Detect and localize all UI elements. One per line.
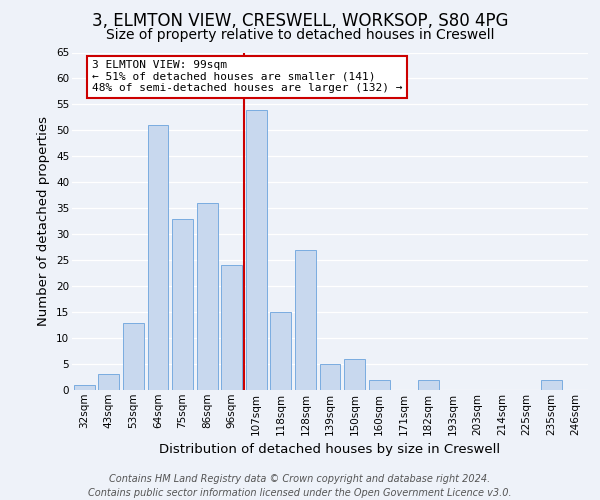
Bar bbox=[271, 312, 292, 390]
X-axis label: Distribution of detached houses by size in Creswell: Distribution of detached houses by size … bbox=[160, 443, 500, 456]
Bar bbox=[221, 266, 242, 390]
Bar bbox=[295, 250, 316, 390]
Bar bbox=[172, 218, 193, 390]
Bar bbox=[418, 380, 439, 390]
Text: Contains HM Land Registry data © Crown copyright and database right 2024.
Contai: Contains HM Land Registry data © Crown c… bbox=[88, 474, 512, 498]
Bar bbox=[123, 322, 144, 390]
Bar bbox=[541, 380, 562, 390]
Bar bbox=[148, 125, 169, 390]
Y-axis label: Number of detached properties: Number of detached properties bbox=[37, 116, 50, 326]
Text: 3, ELMTON VIEW, CRESWELL, WORKSOP, S80 4PG: 3, ELMTON VIEW, CRESWELL, WORKSOP, S80 4… bbox=[92, 12, 508, 30]
Bar bbox=[74, 385, 95, 390]
Bar bbox=[368, 380, 389, 390]
Bar bbox=[246, 110, 267, 390]
Bar bbox=[197, 203, 218, 390]
Bar bbox=[98, 374, 119, 390]
Bar bbox=[344, 359, 365, 390]
Text: Size of property relative to detached houses in Creswell: Size of property relative to detached ho… bbox=[106, 28, 494, 42]
Text: 3 ELMTON VIEW: 99sqm
← 51% of detached houses are smaller (141)
48% of semi-deta: 3 ELMTON VIEW: 99sqm ← 51% of detached h… bbox=[92, 60, 402, 94]
Bar bbox=[320, 364, 340, 390]
